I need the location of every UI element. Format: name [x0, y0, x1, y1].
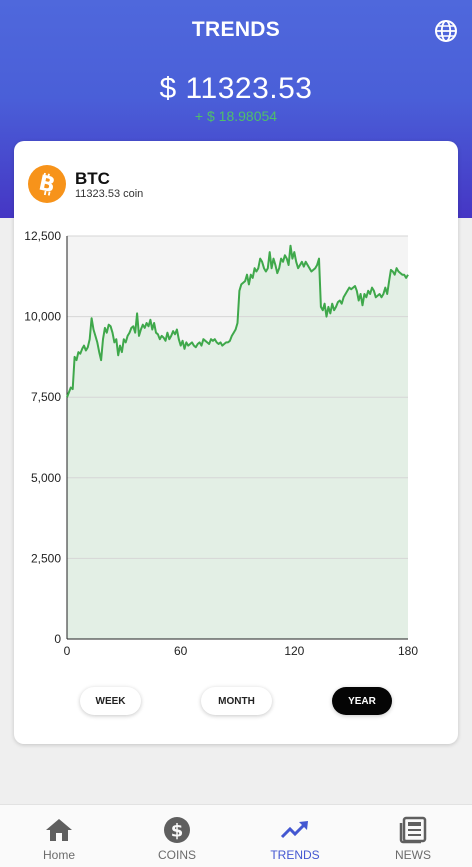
x-tick-label: 0 [64, 644, 71, 658]
year-button[interactable]: YEAR [332, 687, 392, 715]
balance-change: + $ 18.98054 [194, 108, 278, 124]
coin-symbol: BTC [75, 169, 110, 188]
series-line [66, 244, 409, 398]
nav-trends[interactable]: TRENDS [236, 805, 354, 867]
svg-text:$: $ [171, 821, 184, 842]
week-button[interactable]: WEEK [80, 687, 141, 715]
y-tick-label: 2,500 [31, 551, 61, 565]
total-balance: $ 11323.53 [159, 72, 313, 105]
series-area [67, 245, 408, 639]
x-tick-label: 180 [398, 644, 418, 658]
y-tick-label: 5,000 [31, 471, 61, 485]
x-tick-label: 60 [174, 644, 188, 658]
nav-coins-label: COINS [157, 848, 196, 862]
newspaper-icon [398, 815, 428, 845]
home-icon [44, 815, 74, 845]
bitcoin-icon: B [28, 165, 66, 203]
trending-up-icon [280, 815, 310, 845]
nav-news-label: NEWS [395, 848, 431, 862]
y-tick-label: 10,000 [24, 310, 61, 324]
nav-trends-label: TRENDS [270, 848, 320, 862]
svg-text:B: B [37, 172, 58, 196]
coin-amount: 11323.53 coin [75, 188, 144, 200]
y-tick-label: 0 [54, 632, 61, 646]
nav-home-label: Home [42, 848, 75, 862]
x-tick-label: 120 [284, 644, 304, 658]
bottom-nav: Home $ COINS TRENDS [0, 804, 472, 867]
nav-home[interactable]: Home [0, 805, 118, 867]
coin-chart-card: B BTC 11323.53 coin 0 2,500 5,000 7,500 10,0… [14, 141, 458, 744]
page-title: TRENDS [191, 18, 281, 41]
y-tick-label: 7,500 [31, 390, 61, 404]
dollar-coin-icon: $ [162, 815, 192, 845]
price-chart: 0 2,500 5,000 7,500 10,000 12,500 0 60 120 180 [24, 229, 418, 658]
nav-news[interactable]: NEWS [354, 805, 472, 867]
globe-icon[interactable] [432, 17, 460, 45]
y-tick-label: 12,500 [24, 229, 61, 243]
month-button[interactable]: MONTH [201, 687, 272, 715]
nav-coins[interactable]: $ COINS [118, 805, 236, 867]
